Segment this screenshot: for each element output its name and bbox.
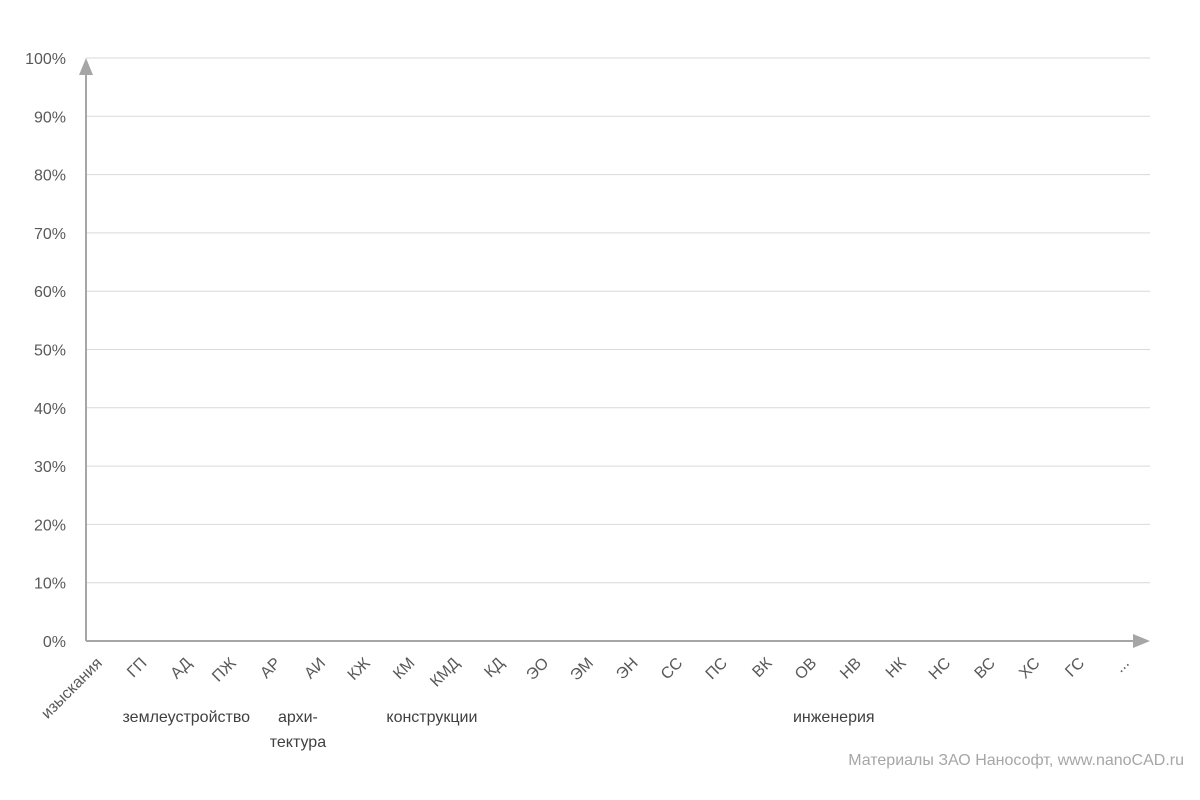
x-tick-label: ...	[1111, 655, 1132, 676]
y-tick-label: 70%	[34, 226, 66, 243]
y-tick-label: 50%	[34, 343, 66, 360]
x-tick-label: КД	[481, 655, 507, 681]
x-axis-arrow-icon	[1133, 634, 1150, 648]
y-tick-label: 20%	[34, 517, 66, 534]
x-tick-label: ЭН	[613, 655, 641, 683]
x-tick-label: ВС	[972, 655, 999, 682]
x-group-labels: землеустройство архи-тектура конструкции ин…	[123, 709, 875, 751]
y-tick-label: 60%	[34, 284, 66, 301]
x-tick-label: АИ	[301, 655, 329, 683]
x-tick-label: НС	[926, 655, 954, 683]
x-tick-label: АР	[257, 655, 284, 682]
y-tick-label: 100%	[25, 51, 66, 68]
y-tick-labels: 0% 10% 20% 30% 40% 50% 60% 70% 80% 90% 100%	[25, 51, 66, 651]
x-tick-label: АД	[168, 655, 196, 683]
x-tick-label: ЭМ	[567, 655, 597, 685]
x-tick-label: КЖ	[345, 655, 374, 684]
x-tick-label: НК	[883, 654, 910, 681]
x-group-label: землеустройство	[123, 709, 251, 726]
x-tick-label: ПЖ	[209, 655, 240, 686]
axes	[79, 58, 1150, 648]
y-tick-label: 90%	[34, 109, 66, 126]
y-axis-arrow-icon	[79, 58, 93, 75]
x-group-label: конструкции	[386, 709, 477, 726]
x-group-label: архи-	[278, 709, 318, 726]
x-tick-label: ГП	[124, 655, 150, 681]
y-tick-label: 80%	[34, 168, 66, 185]
x-tick-label: ПС	[703, 655, 731, 683]
x-tick-label: КМ	[390, 655, 418, 683]
x-tick-label: ОВ	[792, 655, 820, 683]
y-tick-label: 30%	[34, 459, 66, 476]
x-group-label: инженерия	[793, 709, 875, 726]
x-group-label: тектура	[270, 734, 326, 751]
x-tick-label: изыскания	[38, 655, 106, 723]
x-tick-label: КМД	[427, 655, 463, 691]
y-tick-label: 40%	[34, 401, 66, 418]
y-tick-label: 10%	[34, 576, 66, 593]
source-credit: Материалы ЗАО Нанософт, www.nanoCAD.ru	[848, 752, 1184, 769]
y-tick-label: 0%	[43, 634, 66, 651]
gridlines	[86, 57, 1150, 584]
x-tick-label: ХС	[1016, 655, 1043, 682]
x-tick-label: ГС	[1062, 655, 1088, 681]
x-tick-label: ЭО	[523, 655, 552, 684]
x-tick-label: НВ	[837, 655, 865, 683]
x-tick-label: ВК	[749, 654, 776, 681]
x-tick-label: СС	[658, 655, 686, 683]
